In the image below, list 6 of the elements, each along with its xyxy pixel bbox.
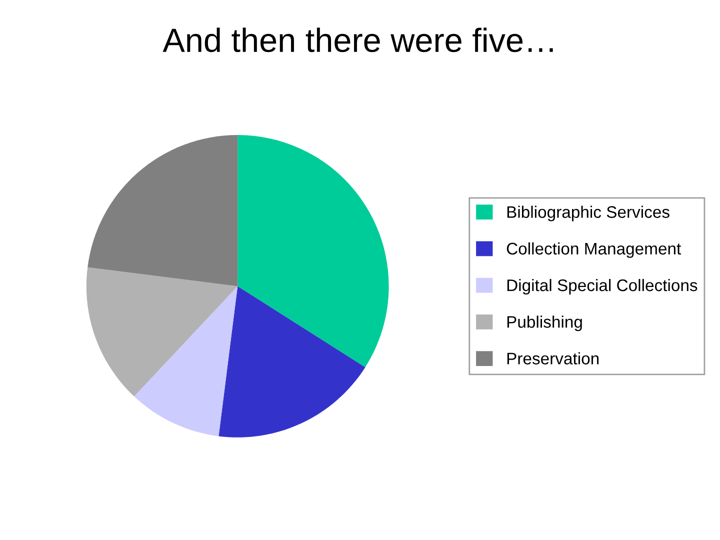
- legend-label: Publishing: [507, 316, 582, 332]
- legend-label: Collection Management: [506, 242, 682, 258]
- chart-title: And then there were five…: [162, 28, 553, 52]
- legend-label: Bibliographic Services: [507, 206, 670, 222]
- legend-label: Digital Special Collections: [507, 278, 698, 295]
- legend-label: Preservation: [507, 352, 599, 364]
